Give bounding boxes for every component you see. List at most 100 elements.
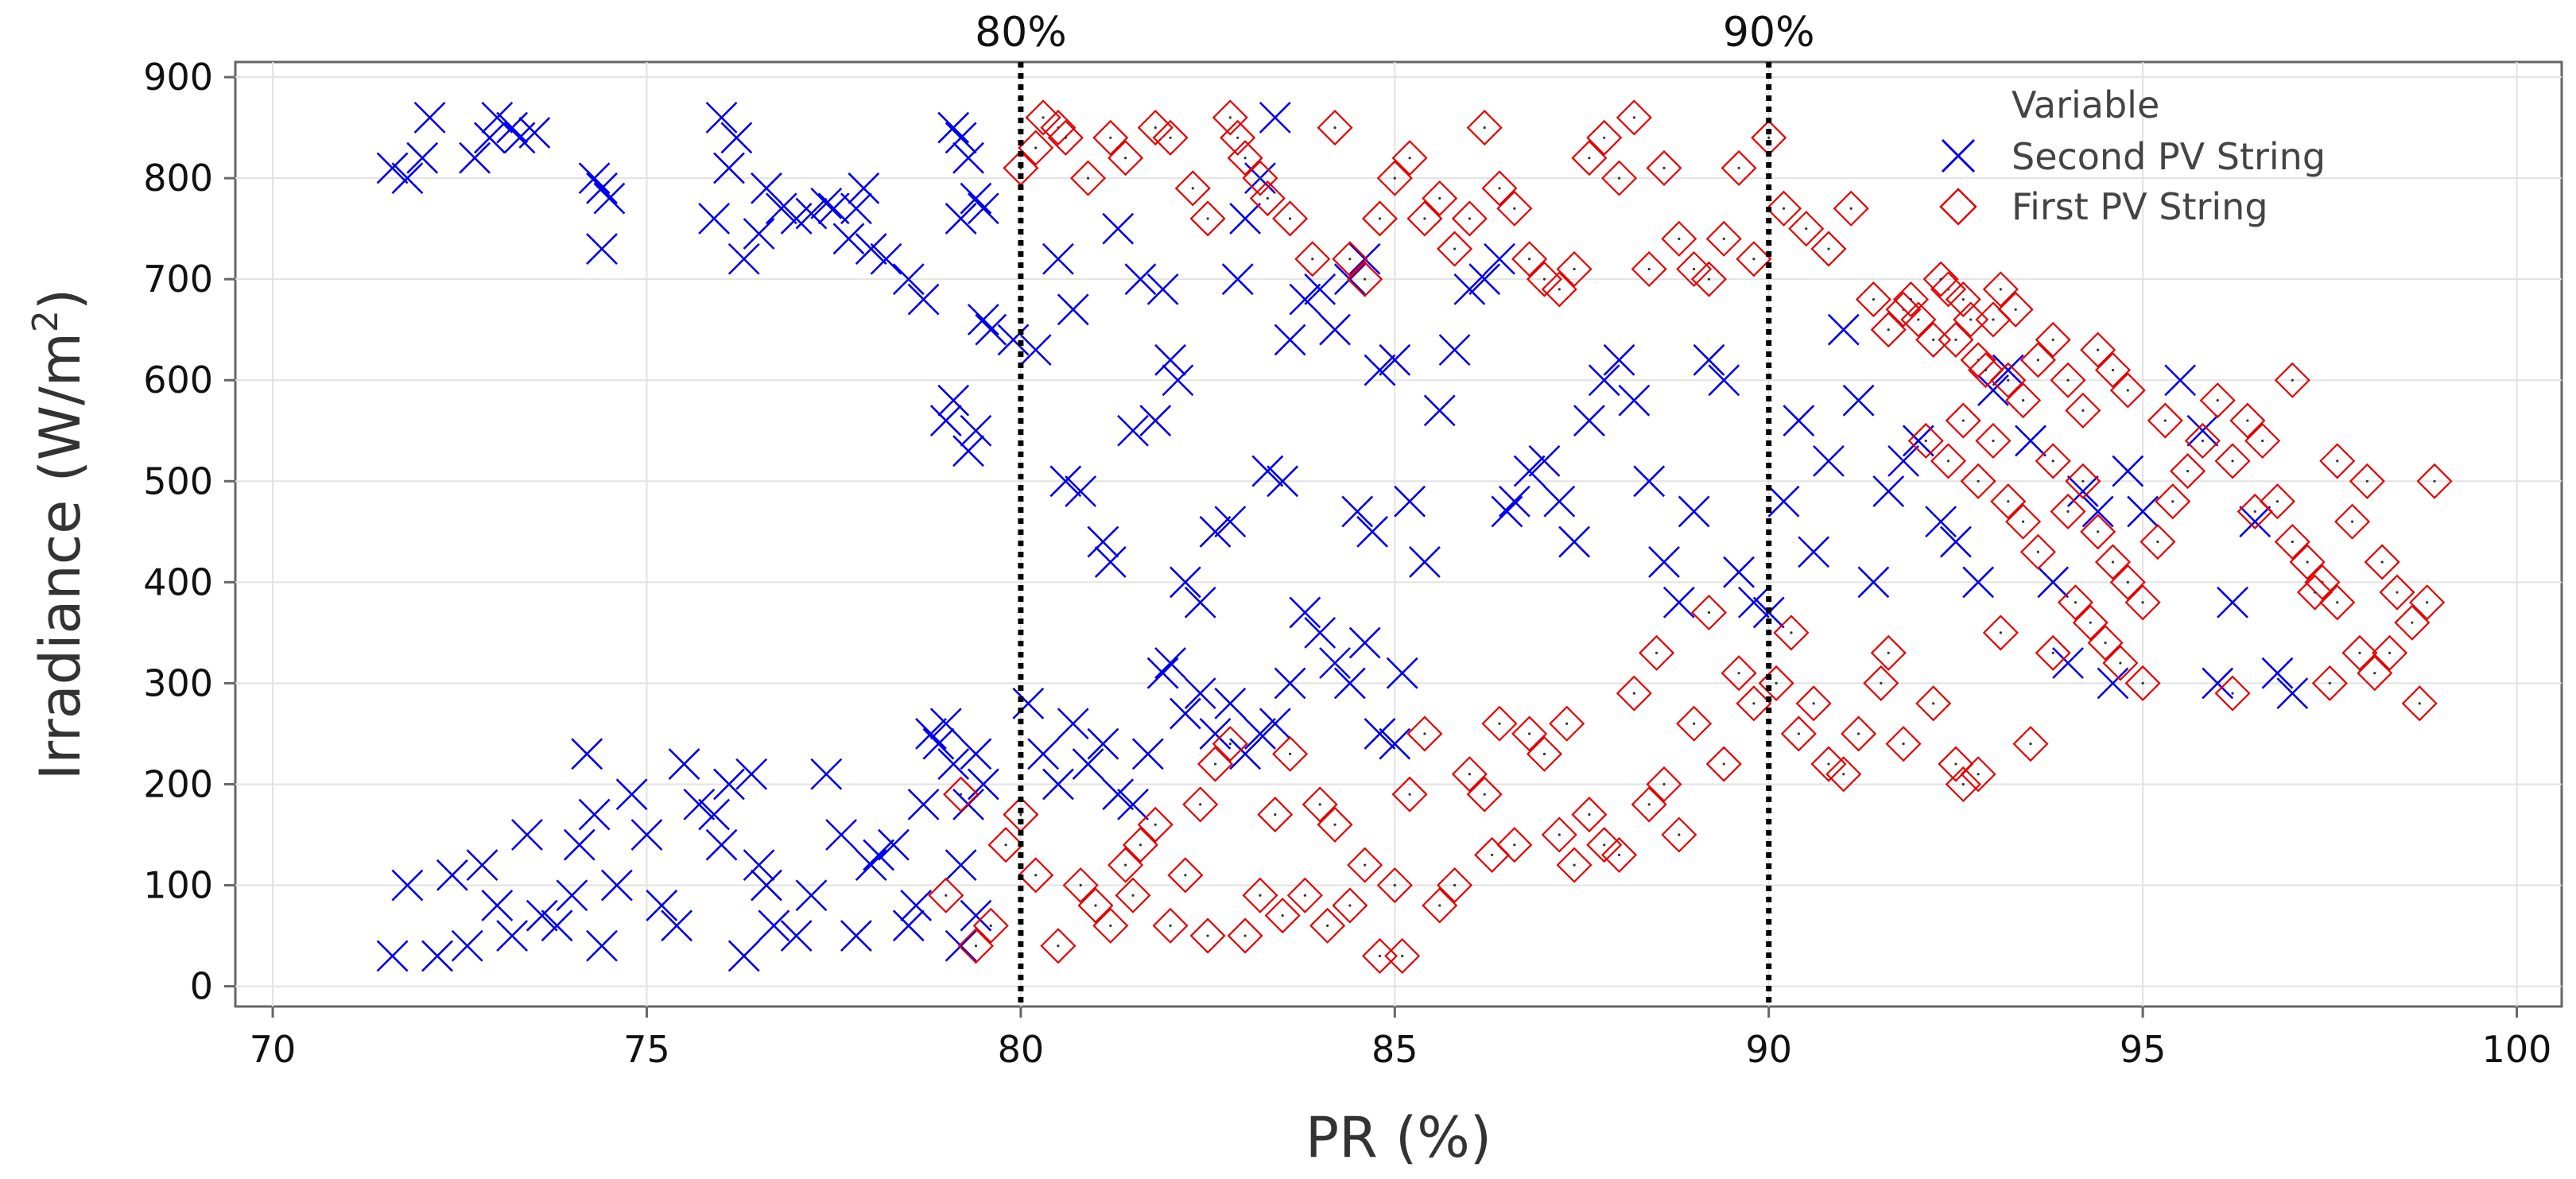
data-point-x [929,708,962,740]
series-second-pv-string [376,101,2309,972]
data-point-diamond [2035,321,2071,358]
data-point-x [832,223,865,255]
data-point-diamond [1982,615,2019,651]
data-point-x [1603,343,1635,376]
data-point-x [1813,444,1845,477]
data-point-x [1925,506,1957,538]
data-point-x [1468,263,1501,296]
data-point-diamond [2237,493,2273,529]
data-point-diamond [1646,766,1682,803]
data-point-diamond [1631,250,1667,288]
data-point-x [1094,546,1127,578]
data-point-diamond [1361,200,1399,237]
data-point-x [1513,455,1546,487]
data-point-x [1356,515,1388,548]
data-point-diamond [1220,119,1256,156]
data-point-x [556,879,588,912]
data-point-diamond [1639,634,1675,671]
data-point-diamond [1833,190,1869,227]
data-point-diamond [2072,604,2109,641]
x-tick-label: 90 [1745,1028,1792,1071]
data-point-diamond [2394,604,2431,641]
data-point-x [907,788,940,820]
data-point-x [2186,414,2219,447]
x-tick-label: 95 [2120,1028,2167,1071]
data-point-diamond [1690,261,1728,297]
reference-lines-layer: 80% 90% [975,9,1815,1006]
data-point-x [1348,626,1381,659]
data-point-diamond [1758,665,1794,701]
legend-label-second-pv-string: Second PV String [2012,135,2326,178]
y-tick-label: 200 [143,762,213,805]
data-point-x [1379,727,1411,760]
data-point-diamond [1676,250,1713,288]
data-point-diamond [1721,655,1757,692]
data-point-diamond [1810,231,1847,267]
plot-area [234,60,2563,1008]
data-point-diamond [2087,625,2124,661]
data-point-x [945,929,977,962]
data-point-diamond [1137,806,1174,843]
data-point-x [518,117,551,149]
data-point-diamond [1945,281,1981,318]
data-point-diamond [1376,160,1413,196]
data-point-diamond [1907,422,1944,460]
data-point-x [473,122,506,154]
data-point-x [1117,414,1149,447]
data-point-diamond [2274,362,2310,398]
data-point-x [1229,738,1262,770]
data-point-x [1423,394,1456,427]
data-point-diamond [1511,241,1548,277]
data-point-diamond [1077,887,1114,924]
data-point-x [578,798,611,831]
x-tick-label: 70 [250,1028,297,1071]
data-point-x [960,738,992,770]
data-point-diamond [1661,220,1697,257]
data-point-x [817,192,850,225]
data-point-x [1723,556,1755,588]
data-point-diamond [1600,160,1638,196]
data-point-diamond [2019,342,2056,378]
y-axis-title: Irradiance (W/m2) [25,289,93,780]
data-point-x [810,187,843,219]
data-point-x [922,727,955,760]
data-point-diamond [2035,443,2071,479]
data-point-diamond [1900,301,1937,338]
data-point-x [848,172,880,204]
data-point-x [1042,768,1074,801]
data-point-diamond [1347,261,1383,297]
reference-line-label: 80% [975,9,1067,56]
data-point-diamond [1466,776,1503,813]
legend-label-first-pv-string: First PV String [2012,185,2268,228]
data-point-x [967,768,999,801]
data-point-x [481,101,514,134]
data-point-x [1588,364,1620,397]
data-point-x [1962,566,1995,599]
data-point-x [1049,465,1082,498]
data-point-x [1146,273,1179,305]
data-point-diamond [1391,776,1428,813]
data-point-x [578,162,611,195]
data-point-diamond [1496,190,1533,227]
x-tick-label: 80 [998,1028,1045,1071]
data-point-x [459,142,491,174]
y-tick-label: 600 [143,359,213,401]
data-point-diamond [1317,110,1353,146]
data-point-x [1453,273,1486,305]
data-point-x [1259,101,1291,134]
data-point-x [1274,324,1306,356]
data-point-x [1042,242,1074,275]
data-point-x [526,899,558,932]
data-point-diamond [1481,170,1518,207]
data-point-x [937,748,970,780]
data-point-diamond [1481,705,1518,742]
data-point-x [907,283,940,316]
data-point-x [840,192,872,225]
data-point-x [391,869,424,902]
data-point-diamond [2214,675,2251,712]
data-point-diamond [1294,241,1331,277]
data-point-diamond [1616,99,1652,136]
data-point-x [646,890,678,921]
data-point-x [1221,263,1254,296]
